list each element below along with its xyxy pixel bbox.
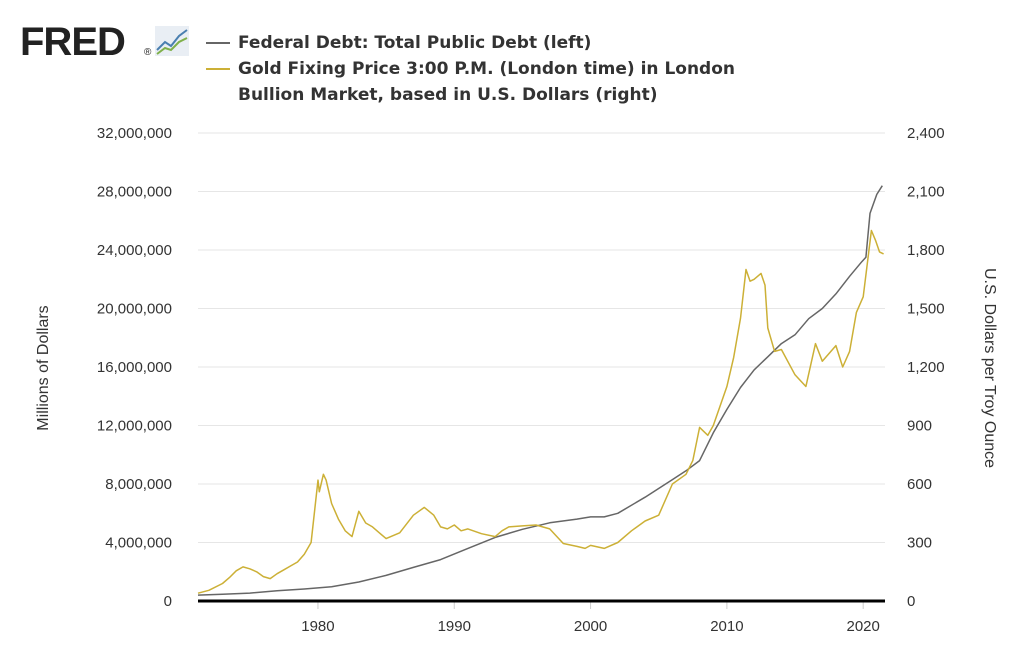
- legend-label-gold-price-line1: Gold Fixing Price 3:00 P.M. (London time…: [238, 59, 736, 79]
- left-axis-title: Millions of Dollars: [35, 305, 52, 430]
- right-tick-label: 1,200: [907, 359, 945, 376]
- gridlines: [198, 132, 885, 543]
- right-tick-label: 0: [907, 593, 915, 610]
- x-tick-label: 2020: [847, 618, 880, 635]
- x-tick-label: 1980: [301, 618, 334, 635]
- left-tick-label: 20,000,000: [97, 301, 172, 318]
- right-tick-label: 1,500: [907, 301, 945, 318]
- left-axis-ticks: 0 4,000,000 8,000,000 12,000,000 16,000,000 2…: [97, 125, 172, 610]
- left-tick-label: 16,000,000: [97, 359, 172, 376]
- chart-line-icon: [155, 26, 189, 56]
- legend-label-federal-debt: Federal Debt: Total Public Debt (left): [238, 33, 592, 53]
- right-tick-label: 2,100: [907, 184, 945, 201]
- x-tick-label: 1990: [438, 618, 471, 635]
- fred-logo-graphic: FRED ®: [20, 20, 189, 64]
- series-lines: [197, 185, 884, 596]
- left-tick-label: 12,000,000: [97, 418, 172, 435]
- right-tick-label: 300: [907, 535, 932, 552]
- right-tick-label: 1,800: [907, 242, 945, 259]
- legend-label-gold-price-line2: Bullion Market, based in U.S. Dollars (r…: [238, 85, 658, 105]
- right-tick-label: 2,400: [907, 125, 945, 142]
- left-tick-label: 0: [164, 593, 172, 610]
- fred-logo[interactable]: FRED ®: [20, 20, 196, 64]
- right-axis-title: U.S. Dollars per Troy Ounce: [981, 268, 998, 468]
- legend-swatch-federal-debt: [206, 42, 230, 44]
- x-tick-label: 2010: [710, 618, 743, 635]
- x-axis-ticks: 1980 1990 2000 2010 2020: [301, 601, 880, 635]
- left-tick-label: 28,000,000: [97, 184, 172, 201]
- left-tick-label: 32,000,000: [97, 125, 172, 142]
- right-tick-label: 900: [907, 418, 932, 435]
- right-axis-ticks: 0 300 600 900 1,200 1,500 1,800 2,100 2,400: [907, 125, 945, 610]
- legend-swatch-gold-price: [206, 68, 230, 70]
- legend-item-gold-price[interactable]: Gold Fixing Price 3:00 P.M. (London time…: [206, 56, 735, 108]
- series-line-gold-price: [197, 229, 884, 594]
- legend: Federal Debt: Total Public Debt (left) G…: [206, 30, 735, 108]
- left-tick-label: 8,000,000: [105, 476, 172, 493]
- right-tick-label: 600: [907, 476, 932, 493]
- registered-mark: ®: [144, 47, 152, 58]
- fred-wordmark: FRED: [20, 22, 125, 62]
- x-tick-label: 2000: [574, 618, 607, 635]
- series-line-federal-debt: [197, 185, 883, 596]
- legend-item-federal-debt[interactable]: Federal Debt: Total Public Debt (left): [206, 30, 735, 56]
- left-tick-label: 24,000,000: [97, 242, 172, 259]
- left-tick-label: 4,000,000: [105, 535, 172, 552]
